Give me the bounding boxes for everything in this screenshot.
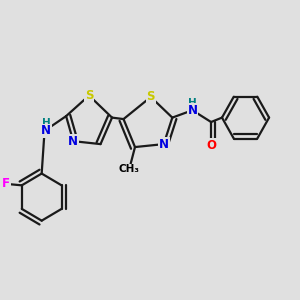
Text: S: S [146,91,155,103]
Text: H: H [188,98,197,108]
Text: F: F [2,177,10,190]
Text: S: S [85,89,93,102]
Text: O: O [206,139,216,152]
Text: N: N [159,138,169,151]
Text: N: N [41,124,51,137]
Text: N: N [188,104,197,117]
Text: N: N [68,135,78,148]
Text: H: H [42,118,50,128]
Text: CH₃: CH₃ [119,164,140,174]
